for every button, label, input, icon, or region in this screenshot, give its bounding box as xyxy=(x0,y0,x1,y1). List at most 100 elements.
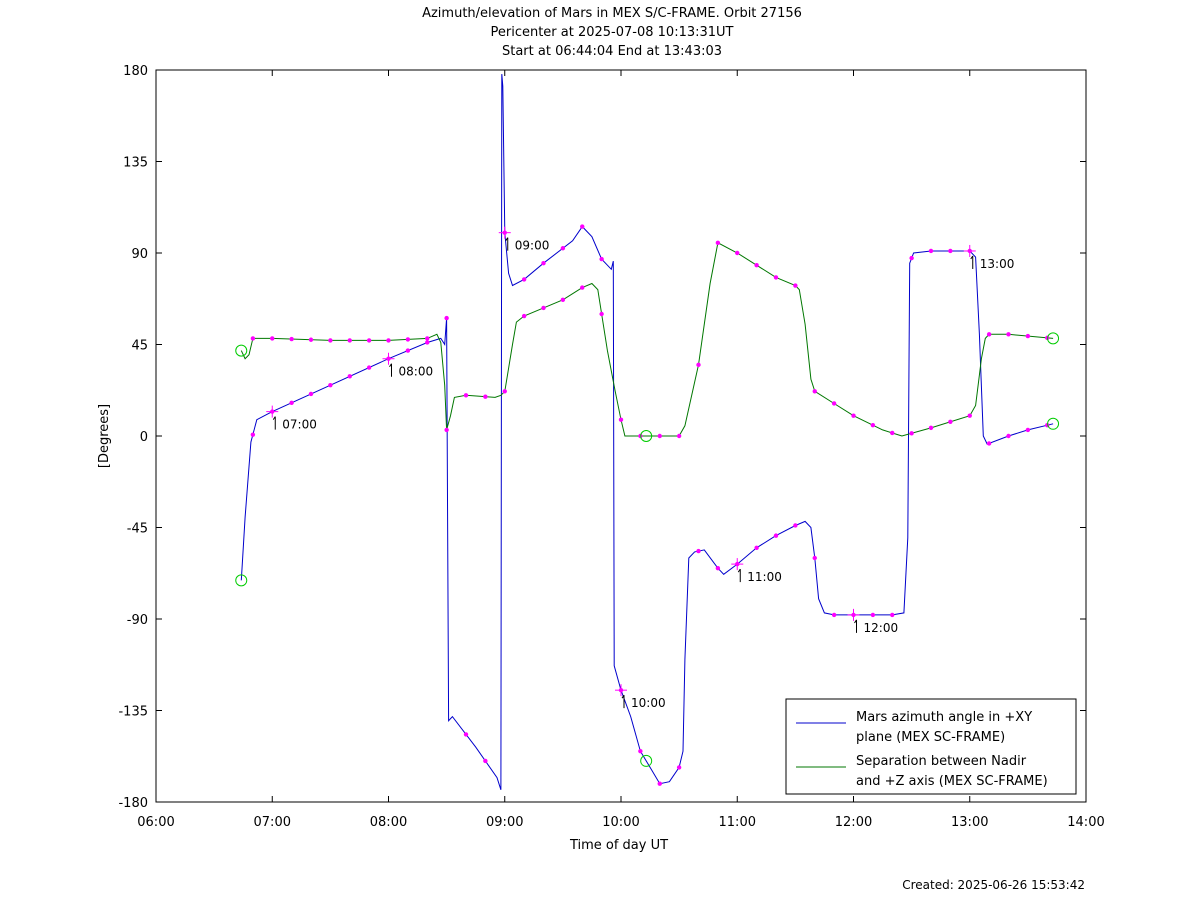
hour-label: 11:00 xyxy=(747,570,782,584)
event-marker xyxy=(640,754,653,767)
minute-dot xyxy=(1006,332,1011,337)
minute-dot xyxy=(366,365,372,370)
legend: Mars azimuth angle in +XY plane (MEX SC-… xyxy=(785,698,1077,795)
minute-dot xyxy=(870,422,876,428)
y-tick-label: 0 xyxy=(140,430,148,445)
hour-arrow xyxy=(272,416,276,420)
minute-dot xyxy=(405,348,411,353)
minute-dot xyxy=(308,337,314,342)
hour-label: 10:00 xyxy=(631,696,666,710)
minute-dot xyxy=(521,277,527,282)
minute-dot xyxy=(463,393,469,398)
y-tick-label: 90 xyxy=(131,247,148,262)
minute-dot xyxy=(328,338,333,343)
minute-dot xyxy=(444,427,449,433)
minute-dot xyxy=(250,336,256,341)
event-marker xyxy=(1047,332,1060,345)
x-tick-label: 13:00 xyxy=(951,815,988,830)
minute-dot xyxy=(909,431,914,436)
minute-dot xyxy=(676,433,682,439)
x-tick-label: 08:00 xyxy=(370,815,407,830)
minute-dot xyxy=(696,548,701,554)
minute-dot xyxy=(793,283,798,288)
y-tick-label: -135 xyxy=(118,705,148,720)
minute-dot xyxy=(948,419,953,424)
minute-dot xyxy=(347,374,352,379)
minute-dot xyxy=(1025,427,1031,433)
y-tick-label: -90 xyxy=(127,613,148,628)
minute-dot xyxy=(831,401,837,406)
minute-dot xyxy=(270,336,275,341)
minute-dot xyxy=(425,336,430,341)
y-tick-label: -180 xyxy=(118,796,148,811)
x-tick-label: 09:00 xyxy=(486,815,523,830)
minute-dot xyxy=(948,248,953,254)
x-axis-label: Time of day UT xyxy=(569,838,668,853)
y-axis-label: [Degrees] xyxy=(97,404,112,468)
hour-arrow xyxy=(505,237,509,241)
minute-dot xyxy=(986,441,992,446)
minute-dot xyxy=(890,612,895,618)
minute-dot xyxy=(463,732,469,737)
minute-dot xyxy=(928,248,934,254)
minute-dot xyxy=(754,545,759,551)
minute-dot xyxy=(328,382,333,388)
hour-label: 12:00 xyxy=(864,621,899,635)
minute-dot xyxy=(773,275,779,280)
series-lines xyxy=(240,74,1054,790)
chart-subtitle: Pericenter at 2025-07-08 10:13:31UT xyxy=(490,25,733,40)
hour-label: 07:00 xyxy=(282,418,317,432)
event-markers xyxy=(235,332,1060,767)
x-tick-label: 14:00 xyxy=(1067,815,1104,830)
hour-label: 13:00 xyxy=(980,257,1015,271)
event-marker xyxy=(235,574,248,587)
legend-label-separation-1: Separation between Nadir xyxy=(856,754,1027,769)
minute-dot xyxy=(831,612,837,618)
x-tick-label: 12:00 xyxy=(835,815,872,830)
minute-dot xyxy=(715,240,721,246)
event-marker xyxy=(640,430,653,442)
hour-arrow xyxy=(389,363,392,368)
legend-label-azimuth-2: plane (MEX SC-FRAME) xyxy=(856,730,1005,745)
minute-dot xyxy=(967,413,972,418)
minute-dot xyxy=(483,394,488,399)
minute-dot xyxy=(1025,333,1031,339)
y-tick-label: 180 xyxy=(123,64,148,79)
y-tick-label: 45 xyxy=(131,339,148,354)
hour-label: 08:00 xyxy=(399,365,434,379)
hour-arrow xyxy=(970,255,974,260)
legend-box xyxy=(785,698,1077,795)
hour-arrow xyxy=(621,694,625,699)
event-marker xyxy=(1047,417,1060,430)
minute-dot xyxy=(405,337,411,342)
minute-dot xyxy=(870,612,876,618)
event-marker xyxy=(235,344,248,357)
y-tick-label: -45 xyxy=(127,522,148,537)
minute-dot xyxy=(986,332,992,337)
minute-dot xyxy=(560,297,566,302)
minute-dot xyxy=(521,313,527,319)
x-tick-label: 10:00 xyxy=(602,815,639,830)
series-line-0 xyxy=(240,74,1054,790)
minute-dot xyxy=(289,400,294,405)
minute-dot xyxy=(793,523,798,528)
created-footer: Created: 2025-06-26 15:53:42 xyxy=(902,878,1085,892)
minute-dot xyxy=(541,260,546,266)
minute-dot xyxy=(366,338,372,343)
minute-dot xyxy=(580,224,585,229)
minute-dot xyxy=(347,338,352,343)
minute-dot xyxy=(289,336,294,342)
minute-dot xyxy=(560,246,566,251)
minute-dot xyxy=(909,255,914,261)
minute-dot xyxy=(308,391,314,397)
minute-dot xyxy=(618,417,624,422)
chart-title: Azimuth/elevation of Mars in MEX S/C-FRA… xyxy=(422,6,802,21)
series-line-1 xyxy=(240,242,1054,437)
hour-label: 09:00 xyxy=(515,239,550,253)
minute-dot xyxy=(541,305,546,311)
minute-dot xyxy=(250,432,256,437)
x-tick-label: 11:00 xyxy=(719,815,756,830)
y-tick-label: 135 xyxy=(123,156,148,171)
minute-dot xyxy=(657,433,662,439)
chart-subtitle-2: Start at 06:44:04 End at 13:43:03 xyxy=(502,44,722,59)
